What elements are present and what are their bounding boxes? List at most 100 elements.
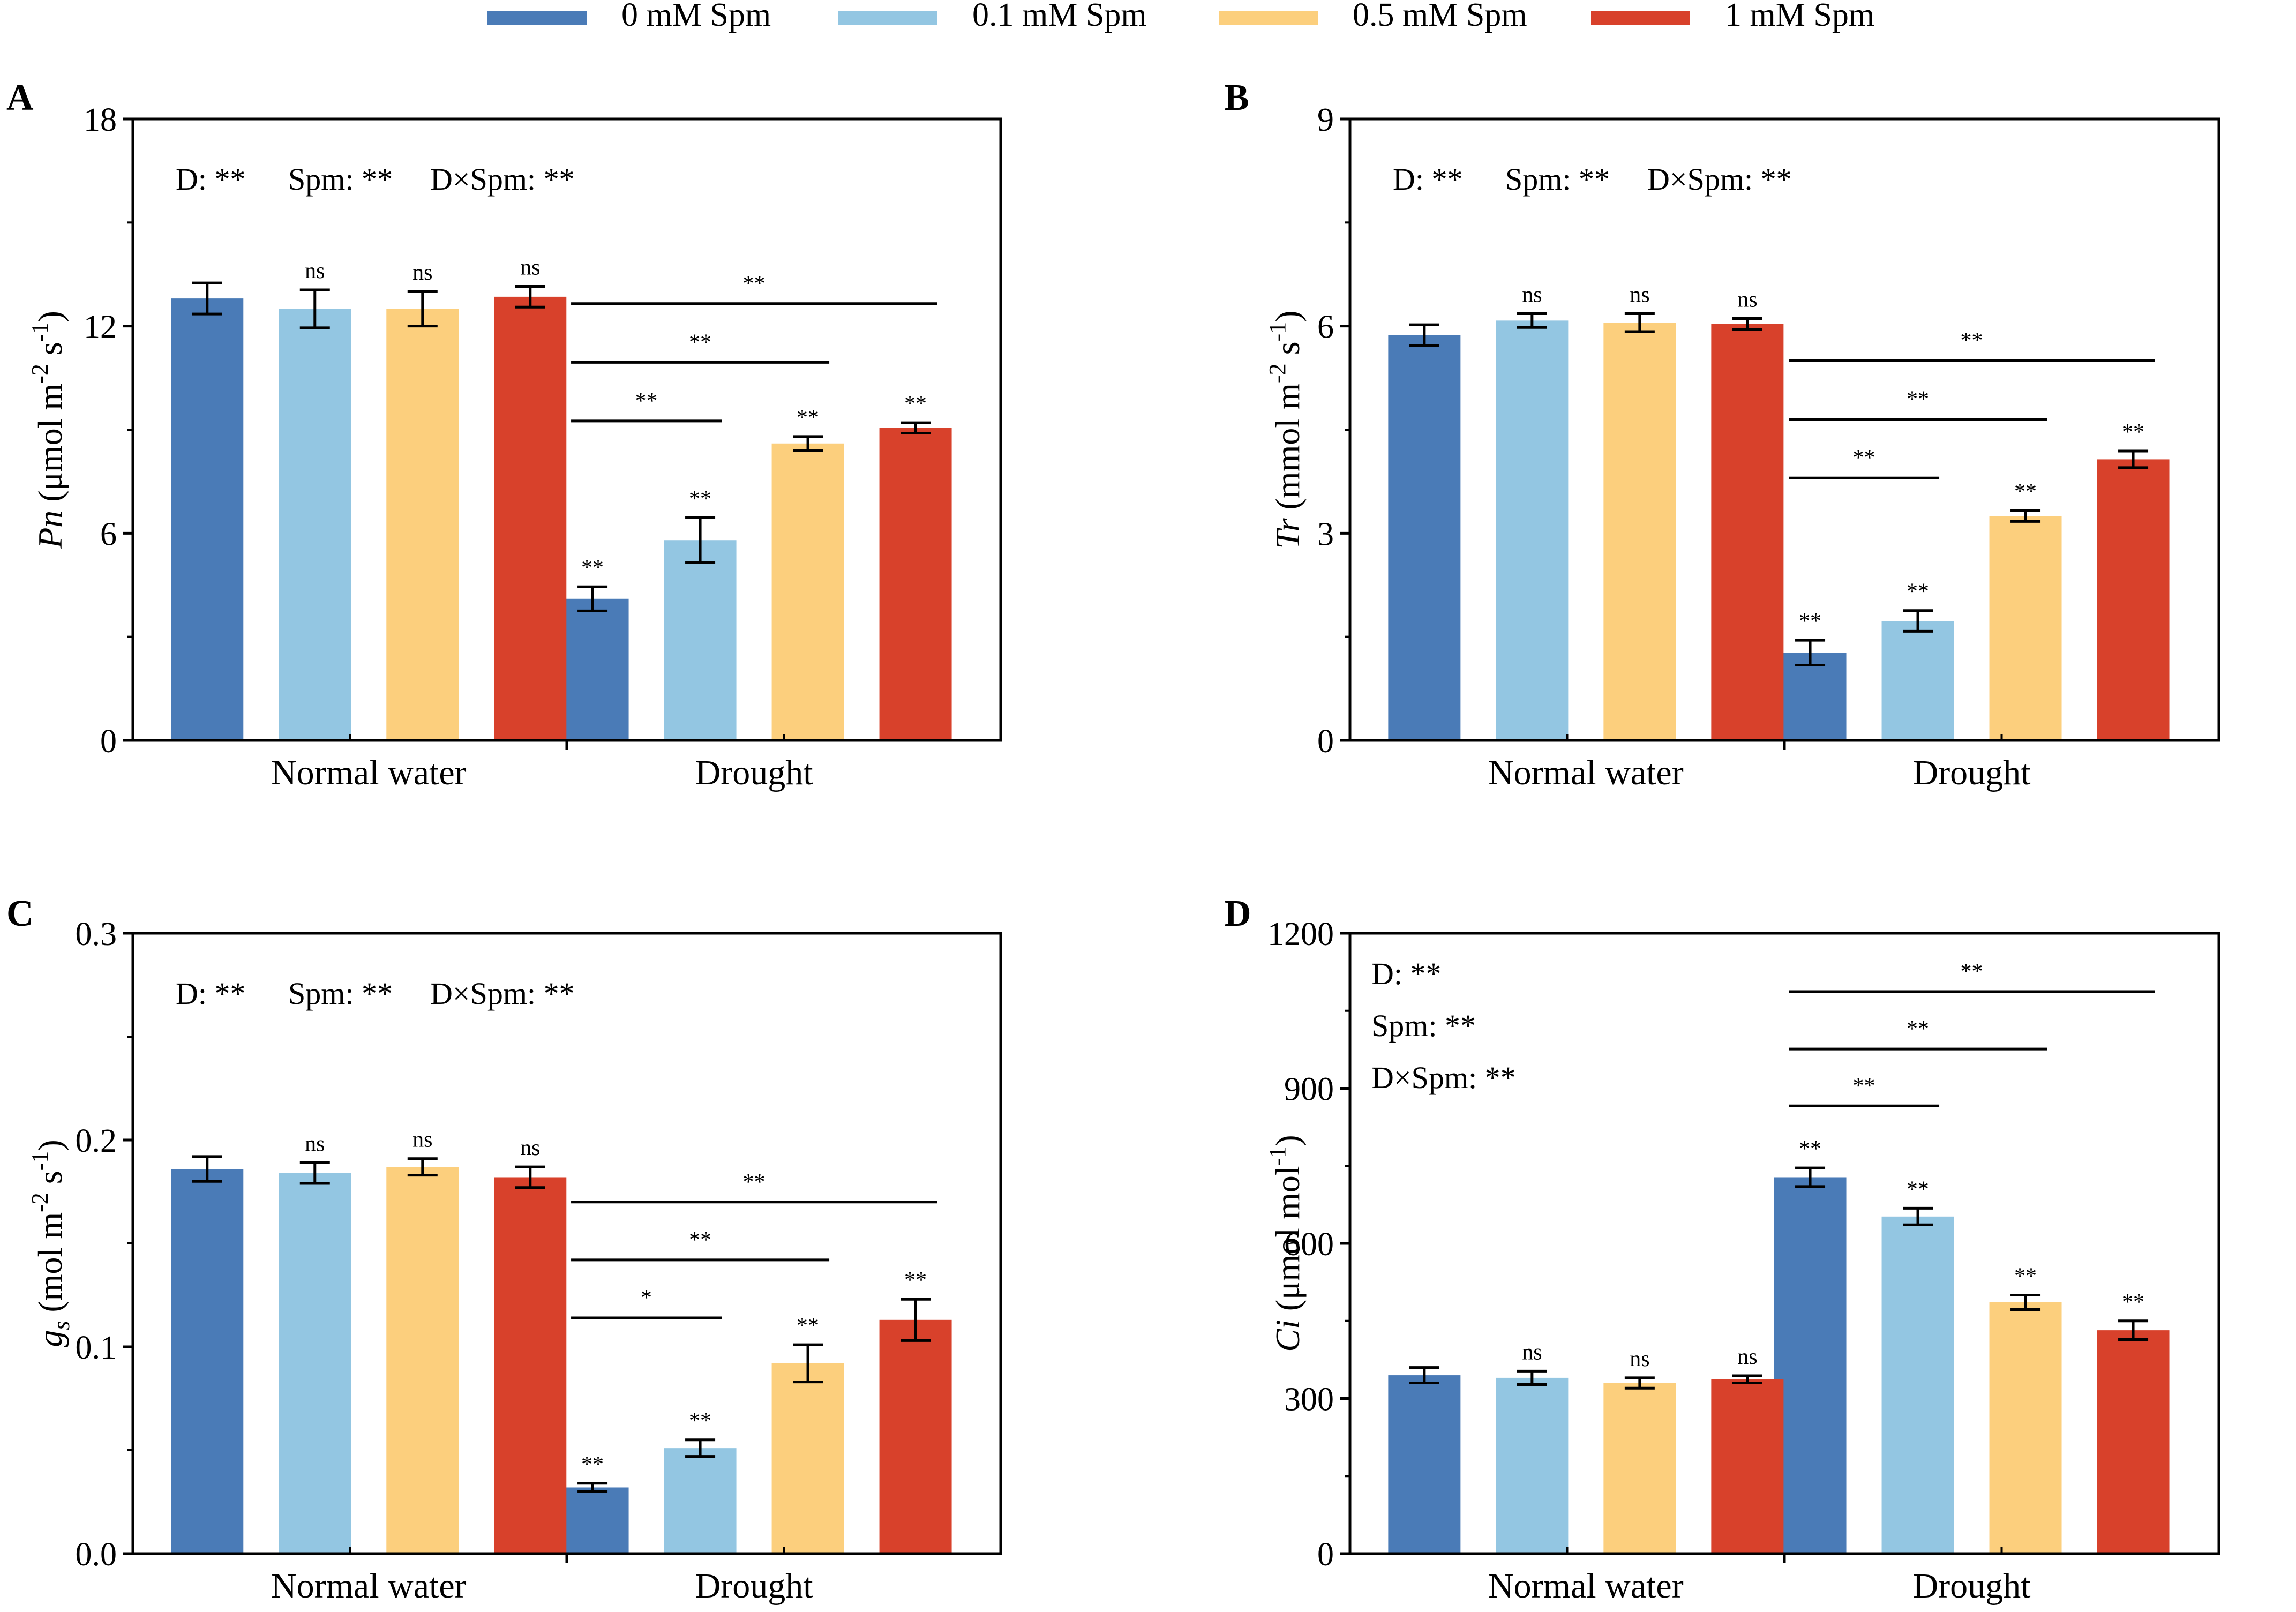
bar (556, 598, 629, 740)
bar (1603, 1383, 1676, 1554)
y-tick-label: 1200 (1267, 916, 1334, 953)
significance-label: ns (520, 1136, 540, 1160)
y-tick-label: 3 (1317, 516, 1334, 552)
bar (1388, 335, 1461, 740)
error-bar (1517, 1369, 1547, 1386)
legend-label: 1 mM Spm (1725, 0, 1874, 33)
bar (1881, 621, 1954, 740)
bar (279, 1173, 351, 1554)
significance-label: ** (2122, 1290, 2144, 1315)
error-bar (577, 1482, 608, 1493)
error-bar (1732, 1374, 1762, 1385)
comparison-label: * (641, 1286, 652, 1310)
y-tick-label: 300 (1284, 1382, 1334, 1418)
stats-annotation: D: ** (176, 162, 246, 197)
bar (1388, 1375, 1461, 1554)
stats-annotation: D×Spm: ** (1371, 1060, 1516, 1095)
bar (171, 1169, 244, 1554)
error-bar (192, 1155, 222, 1183)
bar (1774, 653, 1847, 740)
error-bar (2010, 1294, 2041, 1311)
comparison-label: ** (689, 1228, 711, 1253)
error-bar (1903, 609, 1933, 633)
bar (279, 309, 351, 740)
error-bar (1624, 312, 1655, 333)
stats-annotation: D: ** (1371, 956, 1442, 991)
error-bar (515, 285, 545, 309)
significance-label: ** (2014, 479, 2037, 504)
comparison-label: ** (635, 389, 658, 414)
error-bar (299, 1161, 330, 1185)
legend-label: 0.1 mM Spm (972, 0, 1147, 33)
stats-annotation: Spm: ** (288, 976, 393, 1011)
error-bar (2010, 509, 2041, 523)
panel-b: B ** ns ** ns ** ns ** Normal water Drought ** ** **… (1224, 77, 2220, 792)
error-bar (2118, 1319, 2149, 1341)
error-bar (192, 281, 222, 316)
bar (1496, 320, 1569, 740)
y-tick-label: 18 (84, 102, 117, 138)
stats-annotation: D×Spm: ** (1647, 162, 1792, 197)
category-label: Drought (695, 753, 813, 792)
comparison-label: ** (1961, 328, 1983, 353)
error-bar (1517, 312, 1547, 329)
significance-label: ** (2122, 420, 2144, 445)
error-bar (299, 288, 330, 329)
significance-label: ns (520, 256, 540, 280)
error-bar (901, 421, 931, 434)
bar (386, 1167, 459, 1554)
bar (2097, 1330, 2170, 1554)
error-bar (407, 1157, 438, 1177)
significance-label: ** (797, 406, 819, 430)
y-tick-label: 0.3 (76, 916, 117, 953)
bar (664, 1448, 737, 1554)
error-bar (2118, 449, 2149, 469)
legend-swatch (1219, 11, 1318, 25)
comparison-label: ** (1907, 1017, 1929, 1041)
category-label: Normal water (1488, 1566, 1684, 1606)
category-label: Drought (1913, 753, 2031, 792)
error-bar (1903, 1206, 1933, 1226)
error-bar (515, 1165, 545, 1189)
significance-label: ** (904, 1268, 927, 1293)
error-bar (685, 1438, 716, 1458)
y-tick-label: 6 (1317, 309, 1334, 346)
bar (1711, 1379, 1784, 1554)
stats-annotation: Spm: ** (1505, 162, 1610, 197)
panel-letter: C (6, 893, 34, 934)
y-tick-label: 0 (1317, 1536, 1334, 1573)
significance-label: ** (581, 1452, 604, 1477)
legend-item: 0.5 mM Spm (1219, 0, 1527, 33)
stats-annotation: D: ** (1393, 162, 1463, 197)
significance-label: ns (412, 260, 432, 285)
stats-annotation: D: ** (176, 976, 246, 1011)
y-tick-label: 6 (100, 516, 117, 552)
plot-frame (1348, 117, 2220, 742)
comparison-label: ** (1907, 387, 1929, 412)
legend-swatch (487, 11, 587, 25)
y-axis-label: Pn (μmol m-2 s-1) (27, 311, 69, 549)
bar (494, 296, 567, 740)
bar (771, 443, 844, 740)
bar (1989, 516, 2062, 740)
error-bar (1732, 317, 1762, 331)
legend-item: 0 mM Spm (487, 0, 771, 33)
y-tick-label: 0.1 (76, 1330, 117, 1366)
plot-frame (131, 932, 1002, 1555)
significance-label: ** (1799, 1137, 1821, 1161)
y-tick-label: 900 (1284, 1071, 1334, 1108)
category-label: Normal water (271, 1566, 467, 1606)
panel-a: A ** ns ** ns ** ns ** Normal water Drought ** ** **… (6, 77, 1002, 792)
legend-item: 0.1 mM Spm (838, 0, 1147, 33)
panel-letter: A (6, 77, 34, 118)
bar (1989, 1302, 2062, 1554)
significance-label: ** (581, 556, 604, 580)
significance-label: ns (1522, 1340, 1542, 1364)
significance-label: ** (1907, 1177, 1929, 1202)
y-axis-label: Ci (μmol mol-1) (1264, 1135, 1307, 1352)
bar (494, 1177, 567, 1554)
comparison-label: ** (1961, 959, 1983, 984)
panel-letter: B (1224, 77, 1249, 118)
stats-annotation: D×Spm: ** (430, 976, 575, 1011)
error-bar (1409, 1366, 1439, 1385)
